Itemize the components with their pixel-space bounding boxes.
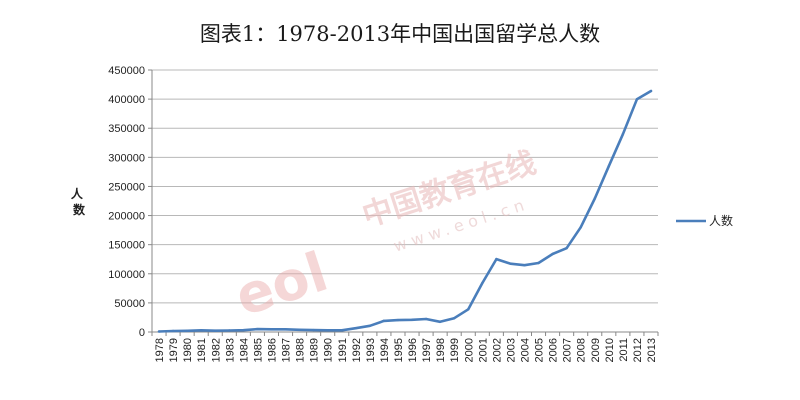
watermark-logo: eol [228,240,335,328]
x-tick-label: 1992 [351,338,363,362]
data-point-1984 [242,328,245,332]
data-point-1990 [326,329,329,332]
x-tick-label: 1998 [435,338,447,362]
x-tick-label: 2012 [632,338,644,362]
x-tick-label: 2006 [548,338,560,362]
data-point-1982 [214,329,217,332]
data-point-2003 [509,262,512,265]
x-tick-label: 1991 [337,338,349,362]
x-tick-label: 1999 [449,338,461,362]
x-tick-label: 1995 [393,338,405,362]
x-tick-label: 1985 [252,338,264,362]
x-tick-label: 2011 [618,338,630,362]
y-tick-label: 0 [139,327,145,339]
y-tick-label: 100000 [108,269,145,281]
legend-label: 人数 [709,213,733,228]
x-tick-label: 1993 [365,338,377,362]
y-tick-label: 450000 [108,65,145,77]
data-point-1981 [199,329,203,332]
x-tick-label: 2003 [505,338,517,362]
data-point-2005 [537,261,540,265]
legend: 人数 [676,213,733,228]
data-point-2008 [579,226,582,229]
y-tick-label: 200000 [108,211,145,223]
data-point-1998 [438,320,442,323]
grid-lines [152,69,658,304]
y-axis-ticks: 0 50000 100000 150000 200000 250000 300000 3500… [108,65,152,339]
data-point-1989 [312,328,315,332]
chart-title: 图表1：1978-2013年中国出国留学总人数 [200,22,600,46]
data-point-1986 [270,328,273,331]
x-tick-label: 1980 [182,338,194,362]
data-point-1983 [228,329,231,332]
data-point-1994 [382,319,386,323]
data-points [157,89,653,333]
x-tick-label: 2007 [562,338,574,362]
series-line-人数 [157,89,653,333]
x-tick-label: 1981 [196,338,208,362]
x-tick-label: 1983 [224,338,236,362]
y-tick-label: 50000 [114,298,145,310]
data-point-2006 [551,252,554,256]
watermark: eol 中国教育在线 www.eol.cn [228,145,540,328]
x-tick-label: 1987 [281,338,293,362]
data-point-1979 [171,329,175,333]
x-tick-label: 2000 [463,338,475,362]
x-tick-label: 1989 [309,338,321,362]
data-point-1978 [157,330,161,333]
x-tick-label: 1986 [266,338,278,362]
data-point-1991 [340,329,343,332]
x-tick-label: 1979 [168,338,180,362]
x-tick-label: 1988 [295,338,307,362]
x-tick-label: 2013 [646,338,658,362]
data-point-2009 [593,197,596,200]
x-tick-label: 2005 [534,338,546,362]
data-point-2001 [481,281,484,285]
data-point-2002 [495,257,498,261]
x-tick-label: 1994 [379,338,391,362]
data-point-1987 [284,328,287,331]
x-tick-label: 2008 [576,338,588,362]
y-tick-label: 350000 [108,123,145,135]
x-tick-label: 2001 [477,338,489,362]
data-point-2012 [635,98,639,101]
y-tick-label: 150000 [108,240,145,252]
x-tick-label: 1990 [323,338,335,362]
y-tick-label: 300000 [108,152,145,164]
data-point-2013 [649,89,653,93]
x-tick-label: 2004 [519,338,531,362]
data-point-1999 [452,317,456,320]
data-point-1985 [256,327,259,331]
y-tick-label: 250000 [108,181,145,193]
x-tick-label: 1996 [407,338,419,362]
y-tick-label: 400000 [108,94,145,106]
data-point-1992 [354,327,358,330]
data-point-1980 [185,329,189,332]
data-point-2000 [467,308,470,311]
data-point-1988 [298,328,301,331]
data-point-1995 [396,318,400,322]
data-point-1993 [368,324,372,327]
x-tick-label: 1984 [238,338,250,362]
data-point-2004 [523,264,526,267]
x-tick-label: 1978 [154,338,166,362]
data-point-1997 [424,317,428,321]
x-tick-label: 1982 [210,338,222,362]
data-point-1996 [410,318,414,322]
x-tick-label: 1997 [421,338,433,362]
data-point-2010 [607,165,611,168]
x-tick-label: 2002 [491,338,503,362]
x-tick-label: 2009 [590,338,602,362]
data-point-2007 [565,246,568,250]
data-point-2011 [621,133,625,136]
x-tick-label: 2010 [604,338,616,362]
x-axis-ticks: 1978 1979 1980 1981 1982 1983 1984 1985 1986 1987… [151,332,659,362]
y-axis-label: 人 数 [71,186,87,217]
